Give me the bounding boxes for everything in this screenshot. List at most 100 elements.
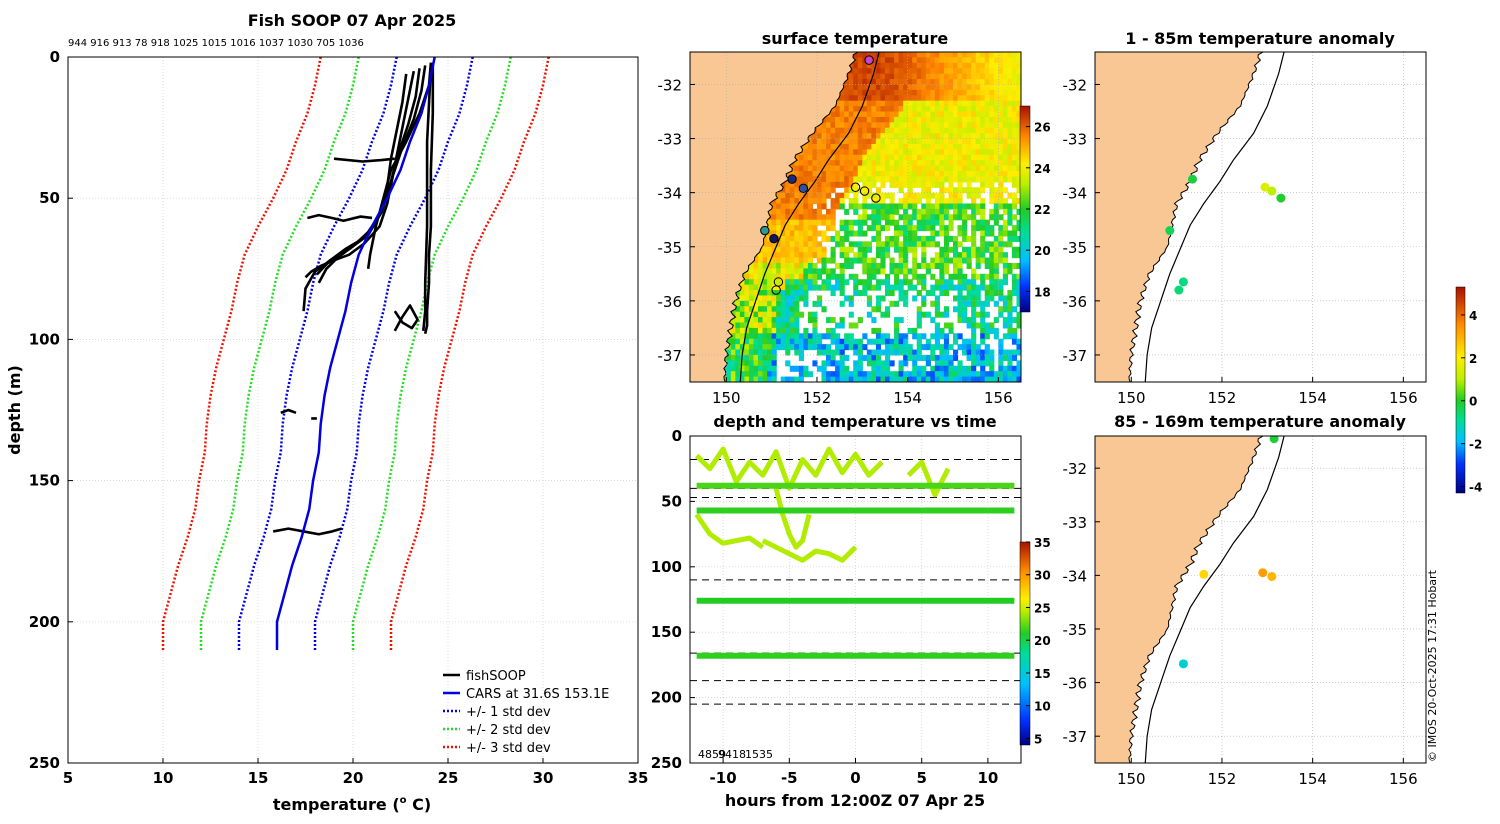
sst-cell [998, 160, 1004, 167]
sst-cell [916, 241, 922, 248]
sst-cell [925, 176, 931, 183]
sst-cell [907, 73, 913, 80]
profile-std1-high [313, 56, 474, 651]
sst-cell [939, 116, 945, 123]
sst-cell [821, 262, 827, 269]
sst-cell [934, 333, 940, 340]
sst-cell [921, 311, 927, 318]
sst-cell [952, 376, 959, 382]
sst-cell [862, 73, 868, 80]
sst-cell [907, 68, 913, 75]
sst-cell [948, 73, 954, 80]
sst-cell [962, 52, 968, 59]
sst-cell [866, 133, 872, 140]
sst-cell [758, 376, 764, 382]
sst-cell [862, 165, 868, 172]
anomaly-2-isobath [1144, 436, 1285, 763]
sst-cell [866, 122, 872, 129]
sst-cell [807, 273, 814, 280]
sst-cell [952, 62, 959, 69]
sst-cell [866, 176, 872, 183]
sst-cell [835, 203, 841, 210]
sst-cell [916, 317, 922, 324]
sst-cell [962, 219, 968, 226]
sst-cell [907, 225, 913, 232]
sst-cell [943, 187, 950, 194]
sst-cell [803, 284, 809, 291]
sst-cell [884, 246, 891, 253]
sst-cell [848, 143, 854, 150]
profile-tick-label-y: 150 [29, 472, 60, 490]
sst-cell [830, 106, 836, 113]
sst-cell [816, 160, 823, 167]
sst-cell [776, 311, 782, 318]
sst-cell [776, 257, 782, 264]
sst-cell [871, 122, 877, 129]
sst-cell [739, 317, 746, 324]
sst-cell [816, 257, 823, 264]
sst-cell [903, 208, 909, 215]
sst-cell [925, 344, 931, 351]
anomaly-colorbar [1455, 286, 1466, 494]
sst-cell [758, 311, 764, 318]
sst-cell [948, 187, 954, 194]
sst-cell [930, 73, 936, 80]
sst-cell [948, 225, 954, 232]
sst-cell [1016, 133, 1021, 140]
sst-cell [998, 371, 1004, 378]
sst-cell [835, 122, 841, 129]
anomaly-2-tick-label-lon: 156 [1389, 770, 1418, 788]
sst-cell [826, 371, 832, 378]
depth-time-panel: depth and temperature vs time -10 -5 0 5 100… [651, 412, 1051, 810]
sst-cell [971, 306, 977, 313]
sst-cell [980, 52, 986, 59]
sst-cell [758, 322, 764, 329]
sst-cell [826, 317, 832, 324]
sst-cell [857, 230, 863, 237]
sst-cell [948, 68, 954, 75]
sst-cell [849, 382, 854, 388]
sst-cell [1011, 149, 1018, 156]
depth-time-colorbar-tick-label: 25 [1034, 601, 1051, 615]
sst-cell [921, 149, 927, 156]
sst-cell [930, 235, 936, 242]
sst-cell [862, 127, 868, 134]
sst-cell [866, 68, 872, 75]
sst-cell [952, 262, 959, 269]
sst-cell [894, 143, 900, 150]
sst-cell [939, 111, 945, 118]
sst-cell [785, 311, 791, 318]
sst-cell [1021, 84, 1026, 90]
sst-cell [789, 322, 795, 329]
sst-cell [939, 354, 945, 361]
sst-cell [884, 149, 891, 156]
sst-cell [975, 192, 981, 199]
depth-time-tick-label-y: 200 [651, 689, 682, 707]
sst-cell [821, 349, 827, 356]
sst-cell [780, 257, 786, 264]
sst-cell [980, 95, 986, 102]
sst-cell [789, 252, 795, 259]
sst-cell [948, 273, 954, 280]
sst-cell [989, 295, 995, 302]
sst-cell [857, 84, 863, 91]
sst-cell [744, 284, 750, 291]
sst-cell [952, 165, 959, 172]
sst-cell [980, 338, 986, 345]
sst-cell [939, 79, 945, 86]
sst-cell [771, 295, 777, 302]
sst-cell [1007, 52, 1013, 59]
sst-cell [993, 376, 999, 382]
sst-cell [948, 116, 954, 123]
sst-cell [830, 171, 836, 178]
sst-cell [980, 79, 986, 86]
sst-cell [871, 133, 877, 140]
sst-cell [912, 295, 918, 302]
sst-cell [785, 252, 791, 259]
sst-cell [798, 219, 804, 226]
sst-cell [771, 203, 777, 210]
sst-cell [1007, 327, 1013, 334]
sst-cell [939, 192, 945, 199]
sst-cell [1011, 133, 1018, 140]
sst-cell [744, 354, 750, 361]
